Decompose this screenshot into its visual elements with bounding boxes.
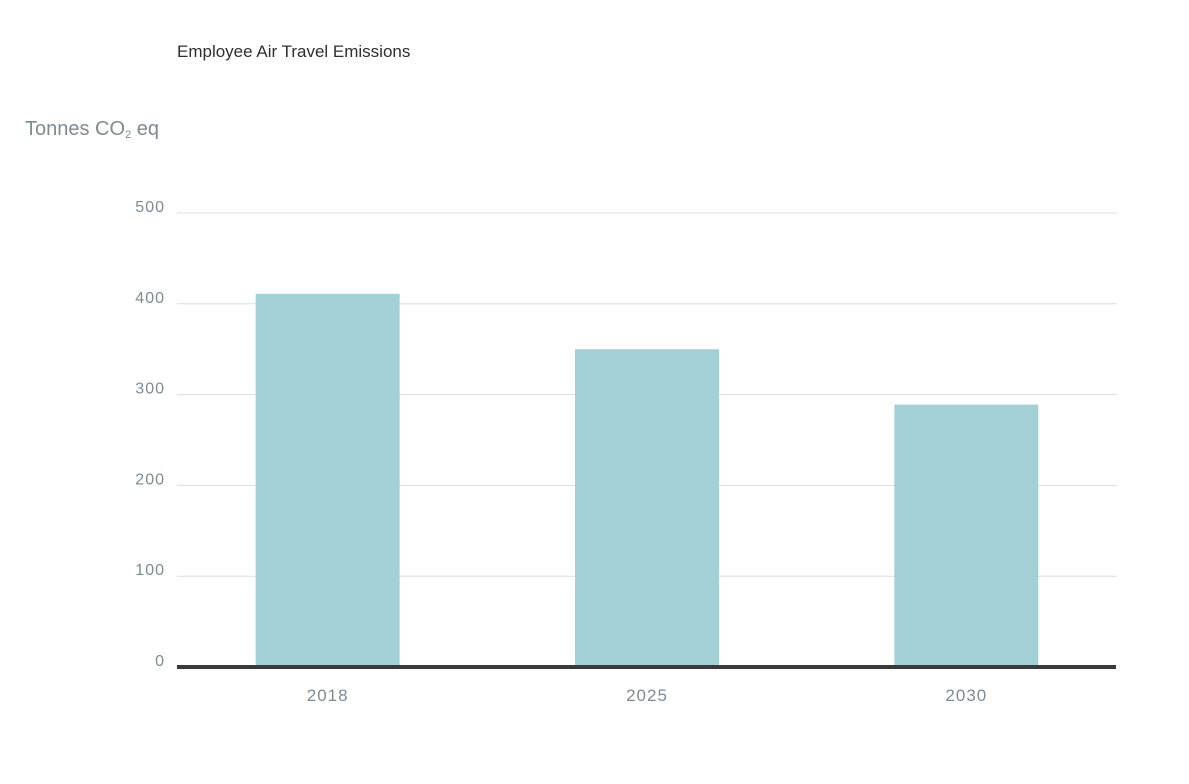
y-axis-label-tail: eq xyxy=(131,118,159,140)
y-tick-labels: 0 100 200 300 400 500 xyxy=(135,199,165,670)
y-tick-label: 500 xyxy=(135,199,165,216)
x-tick-label: 2030 xyxy=(945,686,987,705)
x-tick-labels: 2018 2025 2030 xyxy=(307,686,987,705)
y-tick-label: 400 xyxy=(135,290,165,307)
bar-2018 xyxy=(255,293,400,667)
y-tick-label: 300 xyxy=(135,381,165,398)
y-tick-label: 100 xyxy=(135,562,165,579)
y-axis-label: Tonnes CO2 eq xyxy=(25,118,159,141)
bar-2030 xyxy=(894,404,1039,667)
x-tick-label: 2018 xyxy=(307,686,349,705)
y-axis-label-main: Tonnes CO xyxy=(25,118,126,140)
bar-2025 xyxy=(575,349,719,667)
y-axis-label-subscript: 2 xyxy=(125,129,132,141)
y-tick-label: 200 xyxy=(135,471,165,488)
chart-title: Employee Air Travel Emissions xyxy=(177,42,411,61)
y-tick-label: 0 xyxy=(155,653,165,670)
x-tick-label: 2025 xyxy=(626,686,668,705)
bars xyxy=(255,293,1039,667)
